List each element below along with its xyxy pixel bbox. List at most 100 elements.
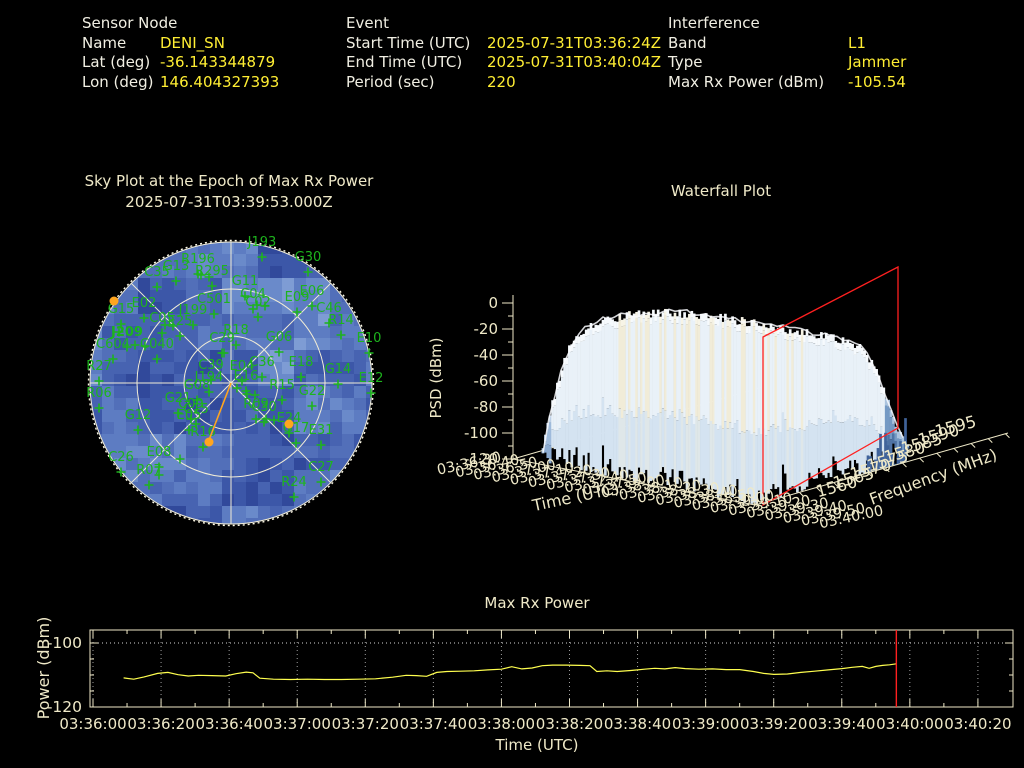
satellite-marker xyxy=(269,415,279,425)
satellite-marker-G08 xyxy=(192,395,202,405)
satellite-label-C02: C02 xyxy=(245,295,271,310)
satellite-marker-C04 xyxy=(248,304,258,314)
satellite-label-J193: J193 xyxy=(247,235,277,250)
satellite-marker xyxy=(114,327,124,337)
satellite-label-E05: E05 xyxy=(177,408,202,423)
satellite-marker-J199 xyxy=(188,320,198,330)
satellite-label-C39: C39 xyxy=(198,358,224,373)
satellite-marker xyxy=(250,390,260,400)
satellite-label-R27: R27 xyxy=(86,359,112,374)
power-ytick-labels: -100 -120 xyxy=(47,634,82,716)
time-tick-labels: 03:36:3003:36:4003:36:5003:37:0003:37:10… xyxy=(436,449,885,532)
event-start-value: 2025-07-31T03:36:24Z xyxy=(487,33,661,52)
surface-top-fuzz xyxy=(542,308,904,453)
satellite-marker-E02 xyxy=(139,313,149,323)
highlight-dot xyxy=(284,419,294,429)
xtick: 03:40:20 xyxy=(944,715,1011,733)
satellite-marker xyxy=(140,341,150,351)
satellite-label-R18: R18 xyxy=(223,323,249,338)
skyplot-title-line1: Sky Plot at the Epoch of Max Rx Power xyxy=(84,172,374,190)
satellite-label-C040: C040 xyxy=(140,337,174,352)
waterfall-chart: 0 -20 -40 -60 -80 -100 -12003:36:3003:36:4003:… xyxy=(436,265,1010,532)
satellite-marker xyxy=(204,272,214,282)
psd-tick: -80 xyxy=(474,398,499,416)
satellite-label-C604: C604 xyxy=(96,337,130,352)
satellite-marker-E08 xyxy=(154,462,164,472)
sensor-lon-value: 146.404327393 xyxy=(160,72,280,91)
event-panel: Event Start Time (UTC) 2025-07-31T03:36:2… xyxy=(346,14,661,92)
interference-panel: Interference Band L1 Type Jammer Max Rx Po… xyxy=(668,14,906,92)
satellite-marker-E04 xyxy=(237,376,247,386)
interference-band-value: L1 xyxy=(848,33,866,52)
satellite-label-C35: C35 xyxy=(144,265,170,280)
satellite-label-C30: C30 xyxy=(251,400,277,415)
xtick: 03:38:20 xyxy=(536,715,603,733)
satellite-label-G06: G06 xyxy=(266,330,293,345)
field-label: Band xyxy=(668,33,707,52)
satellite-marker-R07 xyxy=(144,480,154,490)
floor-front-edges xyxy=(509,432,1010,511)
satellite-marker-C02 xyxy=(253,312,263,322)
satellite-marker-G06 xyxy=(274,347,284,357)
xtick: 03:37:20 xyxy=(332,715,399,733)
field-label: Lat (deg) xyxy=(82,53,151,71)
satellite-marker-E05 xyxy=(184,425,194,435)
xtick: 03:36:20 xyxy=(127,715,194,733)
ytick: -120 xyxy=(47,698,82,716)
xtick: 03:36:40 xyxy=(195,715,262,733)
satellite-marker-C501 xyxy=(209,309,219,319)
highlight-dot xyxy=(109,296,119,306)
satellite-marker-R295 xyxy=(207,281,217,291)
satellite-label-C15: C15 xyxy=(183,402,209,417)
satellite-label-J199: J199 xyxy=(178,303,208,318)
sensor-name-value: DENI_SN xyxy=(160,33,225,52)
satellite-label-E04: E04 xyxy=(230,359,255,374)
satellite-label-G21: G21 xyxy=(165,391,192,406)
xtick: 03:38:40 xyxy=(604,715,671,733)
satellite-marker-C604 xyxy=(108,354,118,364)
interference-power-value: -105.54 xyxy=(848,72,906,91)
satellite-marker-E06 xyxy=(307,301,317,311)
satellite-marker xyxy=(261,414,271,424)
satellite-label-C46: C46 xyxy=(316,301,342,316)
psd-tick: -60 xyxy=(474,372,499,390)
max-rx-power-trace xyxy=(123,663,897,681)
satellite-marker xyxy=(130,340,140,350)
satellite-label-E08: E08 xyxy=(147,445,172,460)
satellite-marker xyxy=(232,383,242,393)
satellite-marker-E12 xyxy=(366,388,376,398)
satellite-marker xyxy=(260,301,270,311)
event-end-value: 2025-07-31T03:40:04Z xyxy=(487,53,661,71)
satellite-marker-J209 xyxy=(122,342,132,352)
max-power-direction-highlight xyxy=(109,296,294,447)
satellite-marker-G21 xyxy=(173,408,183,418)
sensor-node-panel: Sensor Node Name DENI_SN Lat (deg) -36.143… xyxy=(82,14,279,92)
satellite-marker-R14 xyxy=(336,330,346,340)
satellite-marker-R09 xyxy=(251,414,261,424)
satellite-label-G08: G08 xyxy=(184,378,211,393)
satellite-marker-G30 xyxy=(303,267,313,277)
satellite-marker-E18 xyxy=(296,372,306,382)
satellite-label-R06: R06 xyxy=(86,386,112,401)
satellite-label-R09: R09 xyxy=(243,397,269,412)
satellite-label-R15: R15 xyxy=(269,378,295,393)
psd-tick-labels: 0 -20 -40 -60 -80 -100 -120 xyxy=(464,294,498,468)
satellite-label-J194: J194 xyxy=(194,370,224,385)
satellite-label-C26: C26 xyxy=(108,450,134,465)
psd-surface xyxy=(541,308,910,505)
satellite-marker-R27 xyxy=(94,376,104,386)
field-label: End Time (UTC) xyxy=(346,53,463,71)
satellite-marker-E10 xyxy=(364,348,374,358)
satellite-marker-G12 xyxy=(133,425,143,435)
satellite-label-E10: E10 xyxy=(357,331,382,346)
satellite-label-G12: G12 xyxy=(125,408,152,423)
satellite-marker-R16 xyxy=(198,442,208,452)
satellite-marker-R24 xyxy=(289,492,299,502)
satellite-label-E06: E06 xyxy=(300,284,325,299)
highlight-dot xyxy=(204,437,214,447)
satellite-marker-G14 xyxy=(333,379,343,389)
satellite-marker-E09 xyxy=(292,307,302,317)
